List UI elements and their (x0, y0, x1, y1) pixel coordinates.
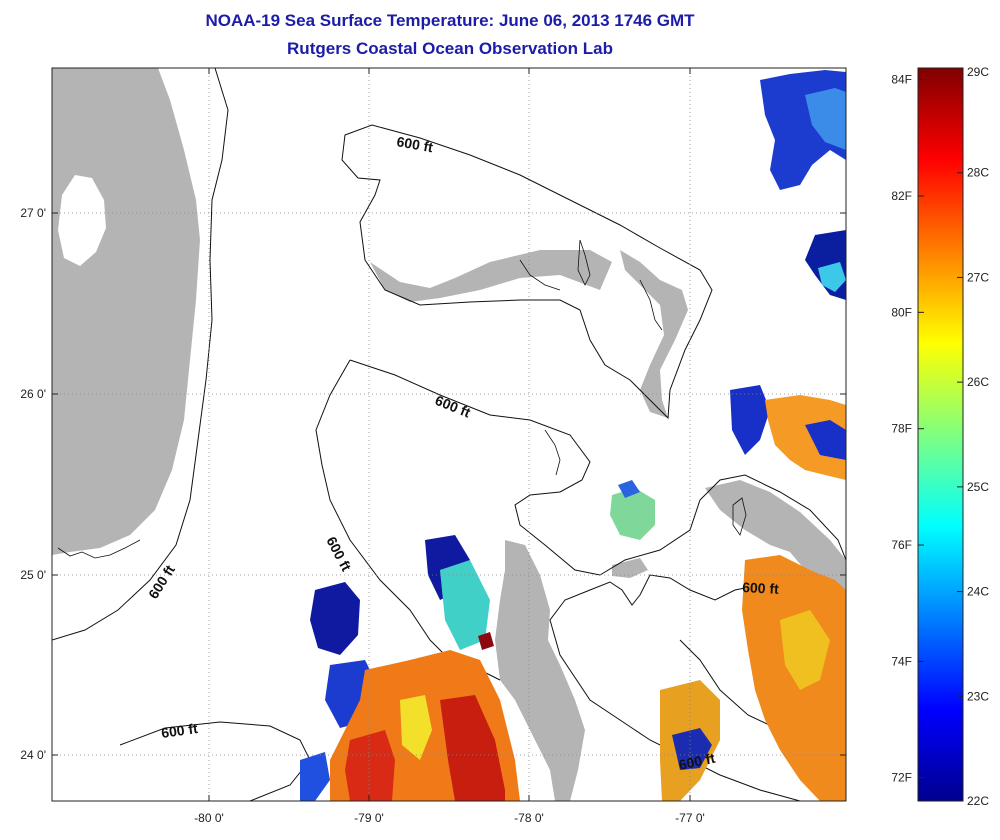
sst-patch-mid (440, 560, 490, 650)
andros-island (495, 540, 585, 801)
sst-data-layer (300, 70, 846, 801)
coastline-fragment (639, 279, 663, 331)
colorbar-celsius-label: 24C (967, 585, 989, 599)
sst-patch-cool (730, 385, 770, 455)
contour-little-bahama-bank (341, 124, 713, 420)
contour-great-bahama-bank (349, 359, 846, 801)
sst-patch-cool (818, 262, 846, 292)
colorbar-fahrenheit-label: 84F (891, 73, 912, 87)
y-axis-labels: 27 0' 26 0' 25 0' 24 0' (20, 206, 46, 762)
colorbar-fahrenheit-label: 74F (891, 654, 912, 668)
colorbar-celsius-label: 26C (967, 375, 989, 389)
colorbar-fahrenheit-label: 80F (891, 305, 912, 319)
sst-patch-cool (300, 752, 330, 801)
contour-label: 600 ft (677, 750, 716, 773)
coastline-fragment (577, 239, 591, 286)
colorbar-fahrenheit-label: 82F (891, 189, 912, 203)
y-tick-label: 26 0' (20, 387, 46, 401)
sst-patch-cool (310, 582, 360, 655)
coastline-fragment (732, 497, 747, 536)
sst-patch-hot (440, 695, 505, 801)
y-tick-label: 27 0' (20, 206, 46, 220)
axis-ticks (52, 68, 846, 801)
coastline-fragment (519, 259, 561, 291)
colorbar-celsius-label: 23C (967, 689, 989, 703)
colorbar-celsius-label: 27C (967, 270, 989, 284)
sst-patch-hot (478, 632, 494, 650)
colorbar-labels: 29C 28C 27C 26C 25C 24C 23C 22C 84F 82F 80F 78F 76F 7… (891, 65, 989, 808)
map-title: NOAA-19 Sea Surface Temperature: June 06… (205, 11, 695, 30)
x-tick-label: -80 0' (194, 811, 224, 825)
x-axis-labels: -80 0' -79 0' -78 0' -77 0' (194, 811, 705, 825)
abaco-island (620, 250, 688, 418)
contour-label: 600 ft (160, 720, 199, 741)
contour-label: 600 ft (742, 579, 780, 597)
colorbar-celsius-label: 25C (967, 480, 989, 494)
map-subtitle: Rutgers Coastal Ocean Observation Lab (287, 39, 613, 58)
sst-patch-hot (780, 610, 830, 690)
colorbar-fahrenheit-label: 78F (891, 422, 912, 436)
x-tick-label: -77 0' (675, 811, 705, 825)
coastline-fragment (544, 429, 561, 476)
sst-patch-cool (672, 728, 712, 770)
y-tick-label: 24 0' (20, 748, 46, 762)
map-gridlines (52, 68, 846, 801)
contour-florida-shelf (52, 68, 229, 641)
colorbar-fahrenheit-label: 72F (891, 771, 912, 785)
x-tick-label: -79 0' (354, 811, 384, 825)
contour-cay-sal (119, 721, 311, 801)
colorbar-celsius-label: 29C (967, 65, 989, 79)
x-tick-label: -78 0' (514, 811, 544, 825)
colorbar-celsius-label: 28C (967, 166, 989, 180)
colorbar-fahrenheit-label: 76F (891, 538, 912, 552)
y-tick-label: 25 0' (20, 568, 46, 582)
eleuthera-island (705, 480, 846, 640)
coastline-details (57, 239, 747, 559)
lake-okeechobee (58, 175, 106, 266)
sst-patch-cool (805, 420, 846, 460)
sst-patch-cool (805, 88, 846, 150)
sst-patch-hot (345, 730, 395, 801)
colorbar (917, 67, 964, 802)
sst-patch-warm (765, 395, 846, 480)
colorbar-celsius-label: 22C (967, 794, 989, 808)
sst-patch-cool (618, 480, 640, 498)
coastline-fragment (57, 539, 141, 559)
contour-label: 600 ft (395, 133, 434, 155)
sst-patch-mid (610, 488, 655, 540)
grand-bahama-island (370, 250, 612, 302)
new-providence-island (612, 558, 648, 578)
sst-patch-mid (400, 695, 432, 760)
map-frame (51, 67, 847, 802)
